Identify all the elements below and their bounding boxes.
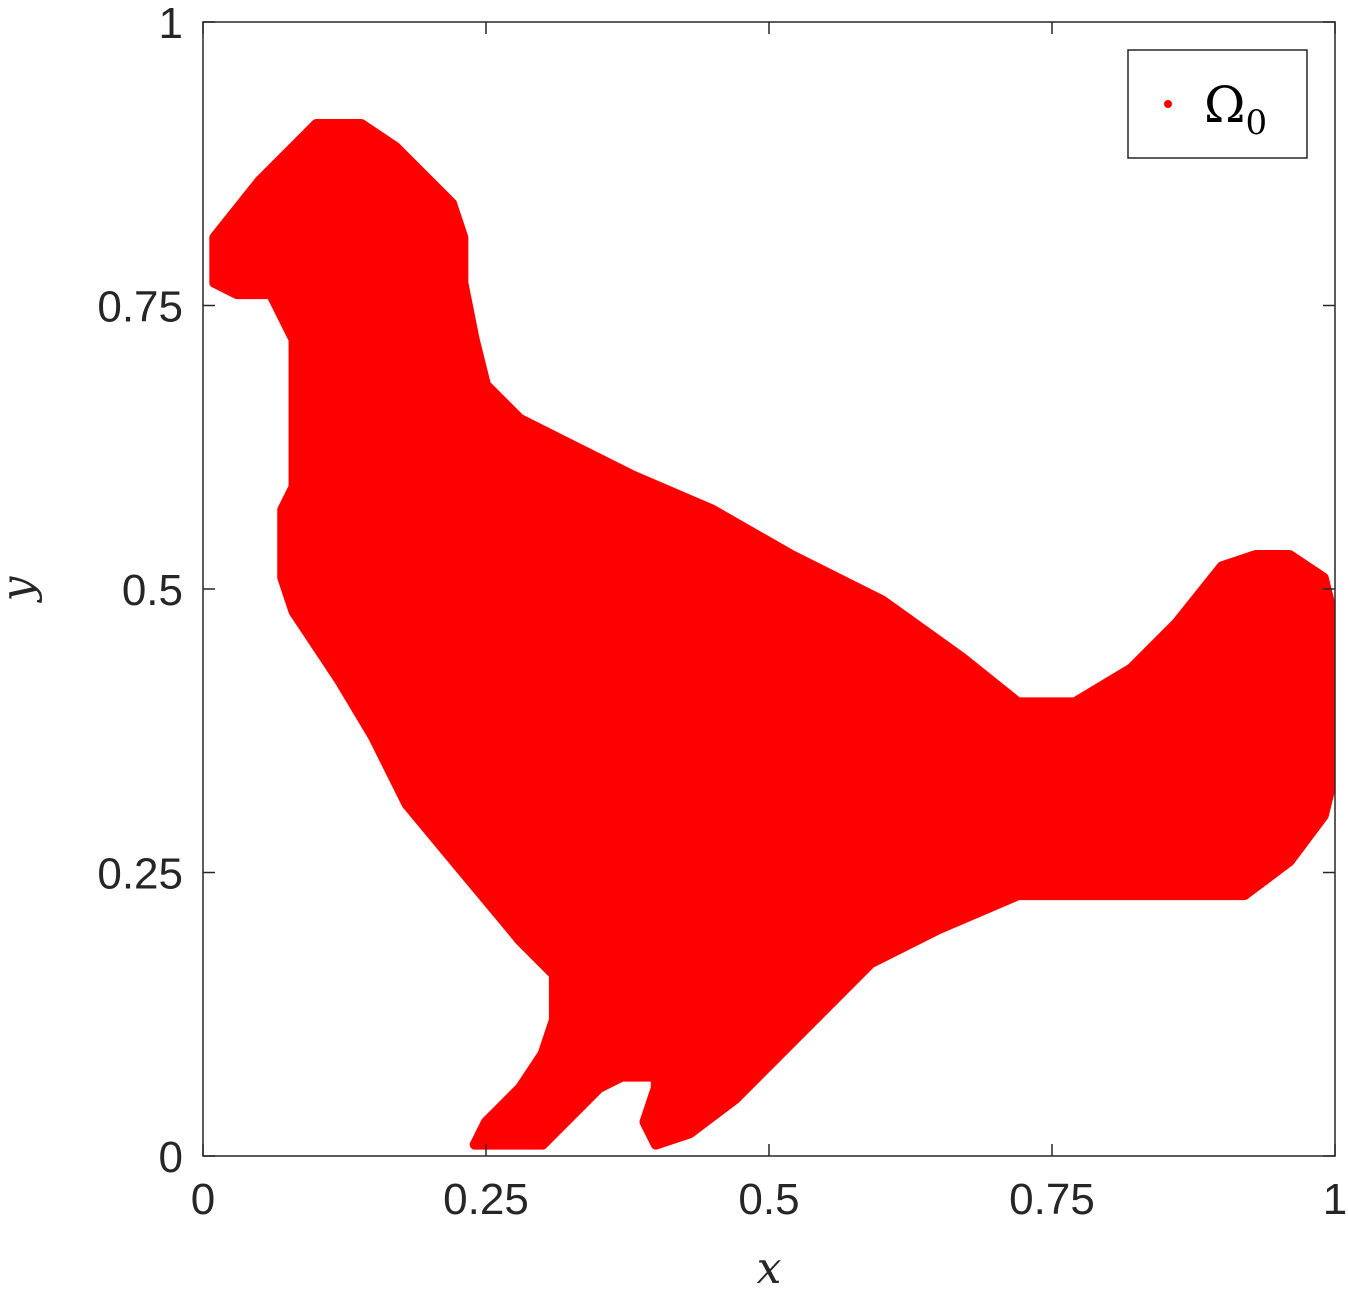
y-tick-label: 0.25 bbox=[97, 850, 183, 899]
x-axis-label: x bbox=[757, 1243, 782, 1294]
x-tick-label: 0.75 bbox=[1009, 1175, 1095, 1224]
data-layer bbox=[209, 119, 1335, 1150]
legend-box bbox=[1127, 49, 1308, 159]
legend-label: Ω0 bbox=[1204, 76, 1267, 143]
ticks-layer: 0 0.25 0.5 0.75 1 0 0.25 0.5 0.75 1 bbox=[97, 0, 1347, 1224]
x-tick-label: 0.25 bbox=[443, 1175, 529, 1224]
x-tick-label: 1 bbox=[1323, 1175, 1347, 1224]
series-region-0 bbox=[209, 119, 1335, 1150]
x-tick-label: 0 bbox=[191, 1175, 215, 1224]
y-tick-label: 0.5 bbox=[122, 566, 183, 615]
legend-marker bbox=[1164, 100, 1172, 108]
plot-region: 0 0.25 0.5 0.75 1 0 0.25 0.5 0.75 1 bbox=[97, 0, 1347, 1224]
y-tick-label: 1 bbox=[159, 0, 183, 48]
legend-label-symbol: Ω bbox=[1204, 76, 1245, 134]
legend-label-subscript: 0 bbox=[1245, 103, 1267, 143]
y-tick-label: 0 bbox=[159, 1133, 183, 1182]
y-tick-label: 0.75 bbox=[97, 283, 183, 332]
legend: Ω0 bbox=[1127, 49, 1308, 159]
x-tick-label: 0.5 bbox=[738, 1175, 799, 1224]
y-axis-label: y bbox=[0, 575, 43, 603]
